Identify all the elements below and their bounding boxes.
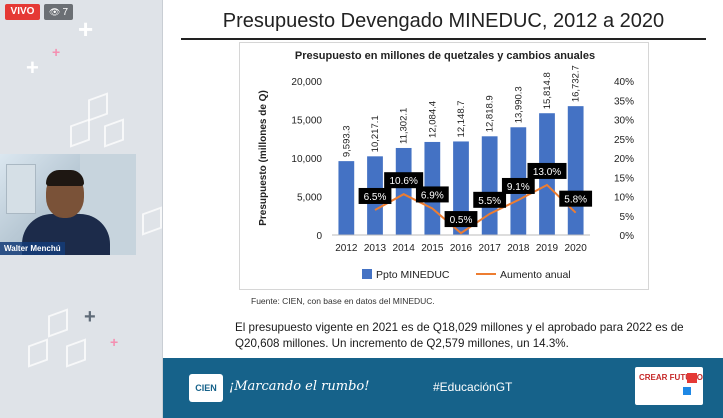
slide-title: Presupuesto Devengado MINEDUC, 2012 a 20… xyxy=(222,10,665,32)
cube-decoration xyxy=(66,338,86,368)
x-tick-label: 2015 xyxy=(421,243,444,254)
growth-value-label: 9.1% xyxy=(507,182,530,193)
x-tick-label: 2016 xyxy=(450,243,473,254)
bar-value-label: 15,814.8 xyxy=(542,72,553,109)
crear-futuro-logo: CREAR FUTURO xyxy=(635,367,703,405)
plus-decoration: + xyxy=(26,55,39,80)
chart-canvas: Presupuesto en millones de quetzales y c… xyxy=(258,50,635,281)
growth-value-label: 5.5% xyxy=(478,196,501,207)
legend-label: Aumento anual xyxy=(500,269,571,281)
footer-hashtag: #EducaciónGT xyxy=(433,380,513,394)
growth-label-box xyxy=(415,186,449,203)
title-divider xyxy=(181,38,706,40)
y2-tick-label: 5% xyxy=(620,212,635,223)
summary-text: El presupuesto vigente en 2021 es de Q18… xyxy=(235,321,684,350)
growth-label-box xyxy=(473,191,507,208)
source-note: Fuente: CIEN, con base en datos del MINE… xyxy=(251,296,435,306)
bar-value-label: 12,148.7 xyxy=(456,100,467,137)
bar-value-label: 9,593.3 xyxy=(341,125,352,157)
bar-2020 xyxy=(567,106,584,236)
growth-label-box xyxy=(559,190,593,207)
bar-value-label: 16,732.7 xyxy=(571,65,582,102)
y-tick-label: 0 xyxy=(316,231,322,242)
slide-footer: CIEN ¡Marcando el rumbo! #EducaciónGT CR… xyxy=(163,358,723,418)
budget-chart: Presupuesto en millones de quetzales y c… xyxy=(239,42,649,290)
y-tick-label: 10,000 xyxy=(291,154,322,165)
plus-decoration: + xyxy=(84,306,96,328)
growth-value-label: 6.9% xyxy=(421,190,444,201)
y-tick-label: 5,000 xyxy=(297,193,322,204)
y-axis-label: Presupuesto (millones de Q) xyxy=(258,90,269,226)
viewer-count-badge: 👁 7 xyxy=(44,4,73,20)
growth-label-box xyxy=(358,187,392,204)
y2-tick-label: 20% xyxy=(614,154,634,165)
x-tick-label: 2020 xyxy=(565,243,588,254)
brand-text: CREAR FUTURO xyxy=(639,373,703,382)
cube-decoration xyxy=(28,338,48,368)
footer-slogan: ¡Marcando el rumbo! xyxy=(229,379,370,394)
webcam-feed[interactable]: Walter Menchú xyxy=(0,154,136,255)
brand-mark xyxy=(683,387,691,395)
presentation-slide: Presupuesto Devengado MINEDUC, 2012 a 20… xyxy=(162,0,723,418)
legend-label: Ppto MINEDUC xyxy=(376,269,450,281)
bar-value-label: 12,818.9 xyxy=(485,95,496,132)
bar-2014 xyxy=(395,147,412,235)
viewer-count: 7 xyxy=(62,7,68,18)
x-tick-label: 2019 xyxy=(536,243,559,254)
bar-2012 xyxy=(338,161,355,235)
y2-tick-label: 0% xyxy=(620,231,635,242)
plus-decoration: + xyxy=(110,334,119,350)
bar-value-label: 12,084.4 xyxy=(427,101,438,138)
x-tick-label: 2018 xyxy=(507,243,530,254)
cube-decoration xyxy=(104,118,124,148)
x-tick-label: 2012 xyxy=(335,243,358,254)
x-tick-label: 2014 xyxy=(393,243,416,254)
cube-decoration xyxy=(48,308,68,338)
cube-decoration xyxy=(88,92,108,122)
x-tick-label: 2017 xyxy=(479,243,502,254)
y-tick-label: 20,000 xyxy=(291,77,322,88)
y2-tick-label: 35% xyxy=(614,96,634,107)
y2-tick-label: 25% xyxy=(614,135,634,146)
webcam-background xyxy=(6,164,36,214)
chart-title: Presupuesto en millones de quetzales y c… xyxy=(295,50,595,62)
y2-tick-label: 15% xyxy=(614,173,634,184)
plus-decoration: + xyxy=(52,44,61,60)
legend-swatch-bar xyxy=(362,269,372,279)
growth-label-box xyxy=(444,211,478,228)
growth-value-label: 10.6% xyxy=(389,176,417,187)
presenter-panel: + + + + + VIVO 👁 7 Walter Menchú xyxy=(0,0,162,418)
y2-tick-label: 30% xyxy=(614,116,634,127)
bar-value-label: 11,302.1 xyxy=(399,108,410,144)
y2-tick-label: 10% xyxy=(614,193,634,204)
live-badge: VIVO xyxy=(5,4,40,20)
growth-label-box xyxy=(384,172,424,189)
cien-logo: CIEN xyxy=(189,374,223,402)
x-tick-label: 2013 xyxy=(364,243,387,254)
presenter-figure xyxy=(46,170,84,186)
growth-label-box xyxy=(501,177,535,194)
bar-value-label: 13,990.3 xyxy=(513,86,524,123)
y-tick-label: 15,000 xyxy=(291,116,322,127)
eye-icon: 👁 xyxy=(49,7,61,17)
bar-value-label: 10,217.1 xyxy=(370,115,381,152)
cube-decoration xyxy=(142,206,162,236)
y2-tick-label: 40% xyxy=(614,77,634,88)
growth-label-box xyxy=(527,162,567,179)
plus-decoration: + xyxy=(78,14,94,44)
growth-value-label: 5.8% xyxy=(564,195,587,206)
growth-value-label: 13.0% xyxy=(533,167,561,178)
cube-decoration xyxy=(70,118,90,148)
bar-2017 xyxy=(481,136,498,235)
presenter-name: Walter Menchú xyxy=(0,242,65,255)
growth-value-label: 0.5% xyxy=(450,215,473,226)
growth-value-label: 6.5% xyxy=(364,192,387,203)
brand-mark xyxy=(687,373,697,383)
